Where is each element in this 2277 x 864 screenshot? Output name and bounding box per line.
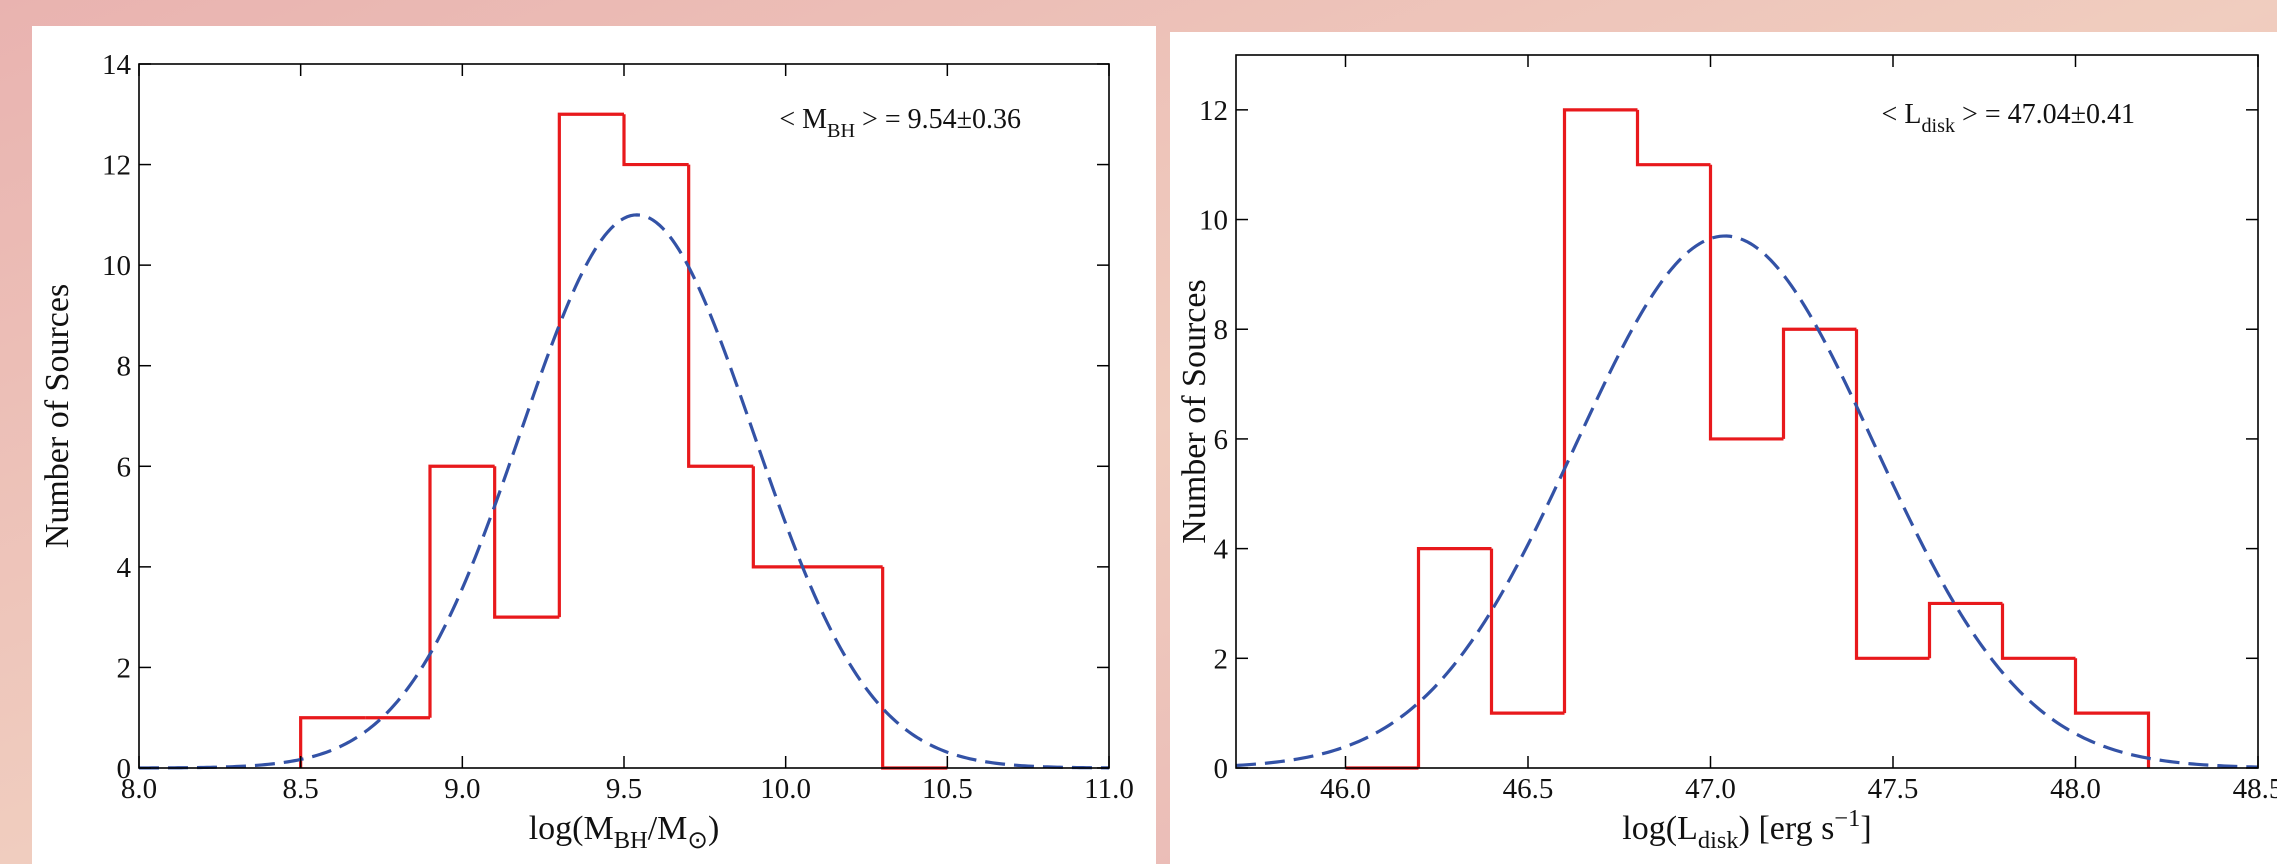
histogram-bar xyxy=(1489,548,1565,715)
histogram-bar xyxy=(1708,164,1784,441)
histogram-bar xyxy=(622,114,689,167)
x-tick-label: 47.5 xyxy=(1868,773,1919,805)
text-segment: ⊙ xyxy=(687,827,708,854)
histogram-bar xyxy=(2073,658,2151,768)
y-tick-label: 4 xyxy=(1214,534,1229,566)
y-tick-label: 6 xyxy=(1214,424,1229,456)
gaussian-fit xyxy=(1235,234,2259,769)
x-tick-label: 10.0 xyxy=(760,773,811,805)
y-tick-label: 0 xyxy=(1214,753,1229,785)
histogram-chart: 8.0 8.5 9.0 9.5 10.0 10.5 11.0 0 2 4 6 8 10 12 14 log(M… xyxy=(39,49,1134,854)
text-segment: > = 47.04±0.41 xyxy=(1955,99,2135,130)
y-tick-label: 4 xyxy=(117,552,132,584)
y-tick-label: 2 xyxy=(1214,643,1229,675)
x-tick-label: 46.0 xyxy=(1320,773,1371,805)
x-tick-label: 48.0 xyxy=(2050,773,2101,805)
x-tick-label: 48.5 xyxy=(2233,773,2277,805)
annotation: < MBH > = 9.54±0.36 xyxy=(779,104,1021,142)
text-segment: disk xyxy=(1921,115,1956,137)
y-tick-label: 10 xyxy=(1199,205,1228,237)
text-segment: < M xyxy=(779,104,827,135)
histogram-chart: 46.0 46.5 47.0 47.5 48.0 48.5024681012log(Ldi… xyxy=(1176,54,2277,854)
plot-frame xyxy=(1235,54,2259,769)
x-axis-label: log(MBH/M⊙) xyxy=(529,810,720,854)
annotation: < Ldisk > = 47.04±0.41 xyxy=(1882,99,2135,137)
y-tick-label: 0 xyxy=(117,753,132,785)
histogram-bar xyxy=(2000,603,2076,660)
x-tick-label: 46.5 xyxy=(1503,773,1554,805)
text-segment: < L xyxy=(1882,99,1922,130)
histogram-bar xyxy=(1854,329,1930,660)
text-segment: ) [erg s xyxy=(1739,810,1835,847)
text-segment: disk xyxy=(1698,827,1740,854)
histogram-bar xyxy=(493,466,560,619)
x-tick-label: 10.5 xyxy=(922,773,973,805)
text-segment: ] xyxy=(1860,810,1871,847)
histogram-bar xyxy=(299,716,366,768)
y-axis-label: Number of Sources xyxy=(39,284,76,548)
x-tick-label: 8.0 xyxy=(121,773,157,805)
x-tick-label: 47.0 xyxy=(1685,773,1736,805)
y-tick-label: 6 xyxy=(117,451,132,483)
x-tick-label: 9.0 xyxy=(444,773,480,805)
x-axis-label: log(Ldisk) [erg s−1] xyxy=(1622,805,1871,854)
histogram-bar xyxy=(557,112,624,618)
panel xyxy=(32,26,1156,864)
y-tick-label: 12 xyxy=(1199,95,1228,127)
y-tick-label: 2 xyxy=(117,652,132,684)
panel xyxy=(1170,32,2277,864)
text-segment: > = 9.54±0.36 xyxy=(855,104,1021,135)
y-tick-label: 12 xyxy=(102,150,131,182)
y-tick-label: 8 xyxy=(117,351,132,383)
x-tick-label: 9.5 xyxy=(606,773,642,805)
y-tick-label: 10 xyxy=(102,250,131,282)
text-segment: BH xyxy=(614,827,648,854)
text-segment: −1 xyxy=(1834,805,1860,832)
x-tick-label: 8.5 xyxy=(283,773,319,805)
histogram-bar xyxy=(1562,108,1638,714)
histogram-bar xyxy=(1416,547,1492,768)
histogram-bar xyxy=(428,464,495,718)
histogram-bar xyxy=(751,466,818,569)
y-tick-label: 8 xyxy=(1214,314,1229,346)
text-segment: ) xyxy=(708,810,719,847)
x-tick-label: 11.0 xyxy=(1084,773,1134,805)
text-segment: log(M xyxy=(529,810,614,847)
y-tick-label: 14 xyxy=(102,49,132,81)
histogram-bar xyxy=(1927,601,2003,659)
histogram-bar xyxy=(1635,109,1711,167)
text-segment: BH xyxy=(827,120,855,142)
text-segment: /M xyxy=(648,810,688,847)
text-segment: log(L xyxy=(1622,810,1698,847)
y-axis-label: Number of Sources xyxy=(1176,279,1213,543)
histogram-bar xyxy=(1781,327,1857,439)
